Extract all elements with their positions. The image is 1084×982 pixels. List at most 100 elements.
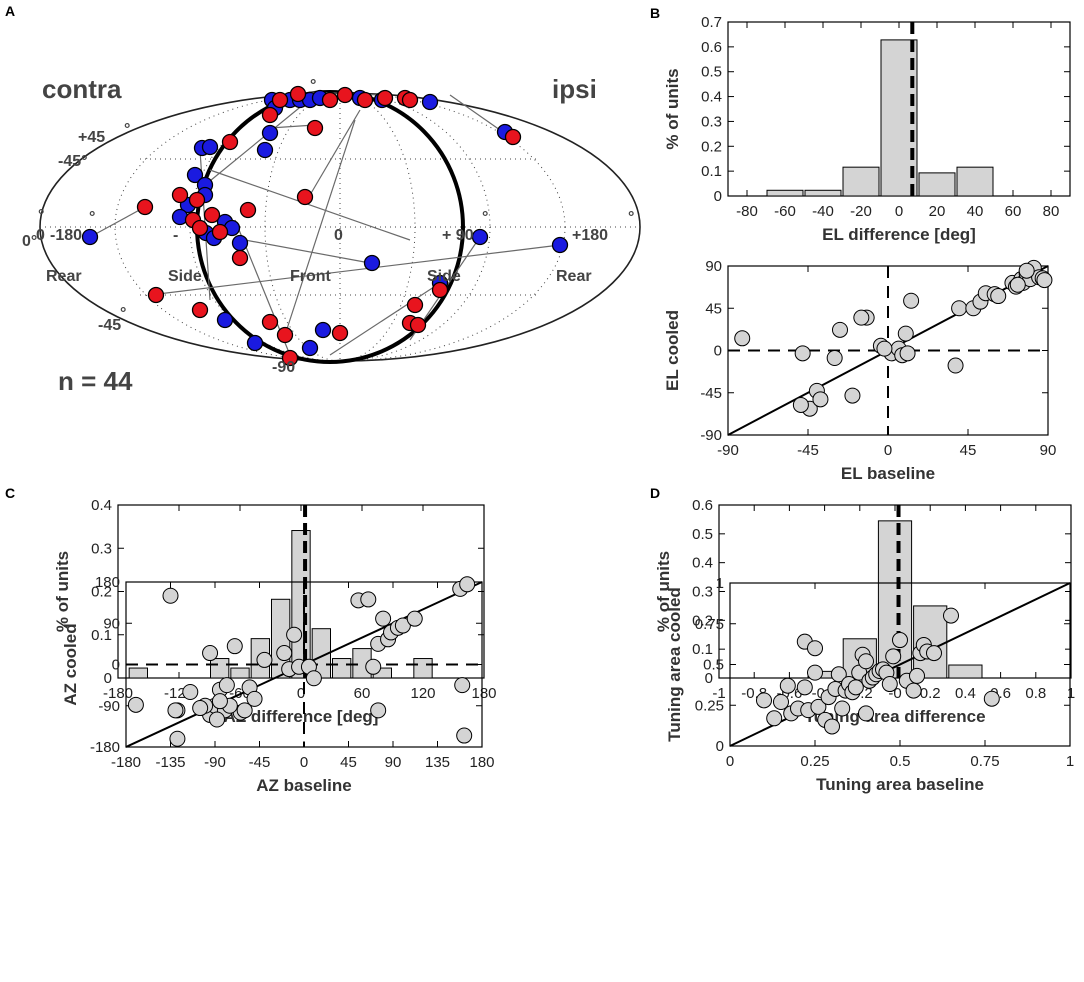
- chart-c-top: -180-120-6006012018000.10.20.30.4AZ diff…: [53, 497, 497, 726]
- lat-plus45-deg: °: [124, 121, 130, 138]
- map-point-red: [409, 316, 427, 334]
- x-tick-label: -20: [850, 203, 872, 220]
- scatter-point: [794, 345, 811, 362]
- y-tick-label: 0.5: [703, 657, 724, 674]
- x-tick-label: 0: [884, 442, 892, 459]
- scatter-point: [990, 288, 1007, 305]
- map-point-red: [321, 91, 339, 109]
- scatter-point: [796, 679, 813, 696]
- histogram-bar: [230, 667, 250, 679]
- contra-label: contra: [42, 74, 122, 104]
- y-axis-label: % of units: [654, 551, 673, 632]
- scatter-point: [885, 648, 902, 665]
- map-point-red: [406, 296, 424, 314]
- x-tick-label: -90: [204, 754, 226, 771]
- map-point-blue: [363, 254, 381, 272]
- scatter-point: [881, 676, 898, 693]
- y-tick-label: 180: [95, 574, 120, 591]
- scatter-point: [844, 387, 861, 404]
- y-tick-label: 0.4: [701, 89, 722, 106]
- y-tick-label: 0: [714, 343, 722, 360]
- lat-minus45-label: -45: [98, 317, 121, 334]
- scatter-point: [167, 702, 184, 719]
- map-arrow: [284, 119, 356, 336]
- histogram-bar: [332, 658, 352, 679]
- scatter-point: [899, 345, 916, 362]
- x-tick-label: 0: [726, 753, 734, 770]
- scatter-point: [834, 700, 851, 717]
- top-pole-deg: °: [310, 77, 316, 94]
- n-label: n = 44: [58, 366, 133, 396]
- panel-label-a: A: [5, 3, 15, 19]
- x-tick-label: -1: [712, 685, 725, 702]
- map-point-red: [289, 85, 307, 103]
- x-tick-label: 40: [967, 203, 984, 220]
- y-tick-label: 0.3: [701, 113, 722, 130]
- map-points: [81, 85, 569, 367]
- x-axis-label: AZ difference [deg]: [224, 707, 379, 726]
- y-tick-label: 0.2: [692, 612, 713, 629]
- y-tick-label: 0.6: [701, 39, 722, 56]
- rear-left-label: Rear: [46, 268, 82, 285]
- x-axis-label: Tuning area baseline: [816, 775, 984, 794]
- y-tick-label: -45: [700, 385, 722, 402]
- lat-plus45-label: +45: [78, 129, 105, 146]
- panel-a-map: contra ipsi n = 44 +45 ° -45° 0° ° 0 -18…: [22, 74, 641, 396]
- y-tick-label: 0: [104, 670, 112, 687]
- panel-label-b: B: [650, 5, 660, 21]
- x-axis-label: EL difference [deg]: [822, 225, 976, 244]
- scatter-point: [1036, 272, 1053, 289]
- x-tick-label: 0.8: [1025, 685, 1046, 702]
- x-tick-label: 0: [297, 685, 305, 702]
- map-point-red: [401, 91, 419, 109]
- map-arrow: [244, 239, 371, 264]
- x-tick-label: 180: [469, 754, 494, 771]
- x-tick-label: -45: [797, 442, 819, 459]
- y-axis-label: % of units: [663, 68, 682, 149]
- scatter-point: [127, 696, 144, 713]
- x-tick-label: 0.5: [890, 753, 911, 770]
- histogram-bar: [766, 189, 804, 197]
- chart-c-bottom: -180 -135 -90 -45 0 45 90 135 180 -180 -90 0 90 180 AZ…: [61, 574, 495, 795]
- histogram-bar: [291, 530, 311, 679]
- scatter-point: [202, 645, 219, 662]
- scatter-point: [756, 692, 772, 709]
- y-tick-label: 0.4: [91, 497, 112, 514]
- scatter-point: [375, 610, 392, 627]
- x-tick-label: -40: [812, 203, 834, 220]
- scatter-point: [792, 396, 809, 413]
- x-tick-label: -80: [736, 203, 758, 220]
- y-tick-label: 45: [705, 300, 722, 317]
- map-point-blue: [216, 311, 234, 329]
- y-tick-label: -180: [90, 739, 120, 756]
- y-tick-label: 0: [112, 657, 120, 674]
- x-tick-label: 60: [354, 685, 371, 702]
- scatter-point: [812, 391, 829, 408]
- map-point-red: [171, 186, 189, 204]
- scatter-point: [951, 300, 968, 317]
- scatter-point: [182, 684, 199, 700]
- map-point-red: [147, 286, 165, 304]
- y-tick-label: 0.3: [91, 540, 112, 557]
- y-tick-label: 1: [716, 575, 724, 592]
- x-tick-label: 45: [960, 442, 977, 459]
- map-grid: [40, 92, 640, 362]
- scatter-point: [162, 587, 179, 604]
- lat-minus45-deg: °: [120, 305, 126, 322]
- y-tick-label: 0.2: [701, 138, 722, 155]
- map-point-blue: [81, 228, 99, 246]
- x-tick-label: 135: [425, 754, 450, 771]
- y-tick-label: 0.75: [695, 616, 724, 633]
- y-tick-label: 90: [103, 615, 120, 632]
- scatter-point: [1018, 262, 1035, 279]
- scatter-point: [211, 693, 228, 710]
- scatter-point: [858, 653, 874, 670]
- x-axis-label: AZ baseline: [256, 776, 351, 795]
- histogram-bar: [804, 189, 842, 197]
- x-tick-label: 0: [300, 754, 308, 771]
- az-plus180-label: +180: [572, 227, 608, 244]
- map-point-blue: [301, 339, 319, 357]
- scatter-point: [773, 693, 789, 710]
- map-point-red: [356, 91, 374, 109]
